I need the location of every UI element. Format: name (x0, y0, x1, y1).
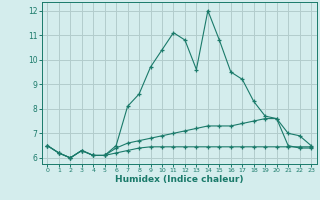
X-axis label: Humidex (Indice chaleur): Humidex (Indice chaleur) (115, 175, 244, 184)
